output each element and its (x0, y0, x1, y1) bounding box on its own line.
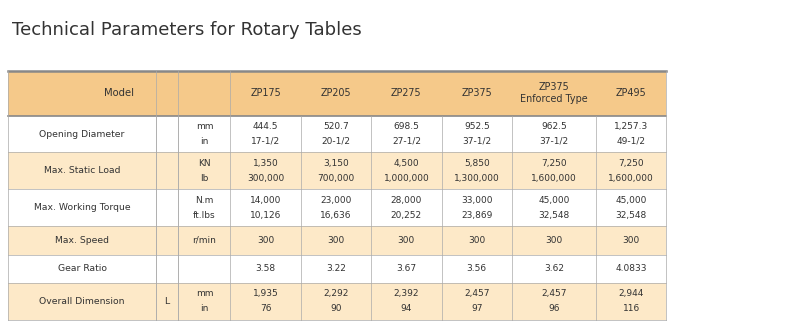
Text: 96: 96 (548, 304, 560, 313)
Text: 4,500: 4,500 (394, 159, 419, 168)
Text: Gear Ratio: Gear Ratio (58, 264, 106, 273)
Text: 27-1/2: 27-1/2 (392, 137, 421, 146)
Text: 300: 300 (546, 236, 562, 245)
Text: ft.lbs: ft.lbs (193, 211, 216, 220)
Text: Max. Static Load: Max. Static Load (44, 166, 120, 176)
Text: 37-1/2: 37-1/2 (462, 137, 491, 146)
Text: KN: KN (198, 159, 210, 168)
Text: 2,457: 2,457 (464, 289, 490, 299)
Text: 7,250: 7,250 (541, 159, 567, 168)
Text: mm: mm (196, 289, 213, 299)
Text: 1,300,000: 1,300,000 (454, 174, 500, 183)
Text: 45,000: 45,000 (615, 196, 647, 205)
Text: 20,252: 20,252 (391, 211, 422, 220)
Text: 2,292: 2,292 (323, 289, 349, 299)
Text: 90: 90 (330, 304, 342, 313)
Text: Model: Model (104, 88, 134, 98)
Text: N.m: N.m (195, 196, 214, 205)
Text: L: L (165, 297, 170, 306)
Text: 520.7: 520.7 (323, 122, 349, 131)
Text: 32,548: 32,548 (615, 211, 647, 220)
Bar (8, 320, 666, 321)
Text: 3,150: 3,150 (323, 159, 349, 168)
Text: 10,126: 10,126 (250, 211, 282, 220)
Text: 33,000: 33,000 (461, 196, 493, 205)
Text: Opening Diameter: Opening Diameter (39, 129, 125, 139)
Text: in: in (200, 304, 209, 313)
Text: ZP495: ZP495 (616, 88, 646, 98)
Text: 116: 116 (622, 304, 640, 313)
Text: 16,636: 16,636 (320, 211, 352, 220)
Text: Max. Working Torque: Max. Working Torque (34, 203, 130, 213)
Text: 700,000: 700,000 (318, 174, 354, 183)
Text: 2,392: 2,392 (394, 289, 419, 299)
Text: 5,850: 5,850 (464, 159, 490, 168)
Text: 1,600,000: 1,600,000 (531, 174, 577, 183)
Text: 300: 300 (622, 236, 640, 245)
Text: 37-1/2: 37-1/2 (539, 137, 569, 146)
Text: Overall Dimension: Overall Dimension (39, 297, 125, 306)
Text: r/min: r/min (193, 236, 216, 245)
Bar (8, 283, 666, 320)
Bar (8, 255, 666, 283)
Bar (8, 152, 666, 189)
Text: 3.22: 3.22 (326, 264, 346, 273)
Text: 4.0833: 4.0833 (615, 264, 647, 273)
Text: 2,944: 2,944 (618, 289, 644, 299)
Text: 45,000: 45,000 (538, 196, 570, 205)
Text: 32,548: 32,548 (538, 211, 570, 220)
Bar (8, 189, 666, 226)
Text: 1,257.3: 1,257.3 (614, 122, 648, 131)
Text: 698.5: 698.5 (394, 122, 419, 131)
Text: 7,250: 7,250 (618, 159, 644, 168)
Text: 300: 300 (468, 236, 486, 245)
Text: 300,000: 300,000 (247, 174, 284, 183)
Bar (8, 116, 666, 152)
Text: 1,000,000: 1,000,000 (383, 174, 430, 183)
Bar (8, 226, 666, 255)
Text: ZP375: ZP375 (462, 88, 492, 98)
Text: 17-1/2: 17-1/2 (251, 137, 280, 146)
Text: 20-1/2: 20-1/2 (322, 137, 350, 146)
Text: ZP375
Enforced Type: ZP375 Enforced Type (520, 82, 588, 104)
Text: 49-1/2: 49-1/2 (617, 137, 646, 146)
Text: 23,869: 23,869 (461, 211, 493, 220)
Text: in: in (200, 137, 209, 146)
Text: 300: 300 (327, 236, 345, 245)
Text: 2,457: 2,457 (542, 289, 566, 299)
Bar (8, 71, 666, 116)
Text: 952.5: 952.5 (464, 122, 490, 131)
Text: 14,000: 14,000 (250, 196, 282, 205)
Text: ZP175: ZP175 (250, 88, 281, 98)
Text: 1,935: 1,935 (253, 289, 278, 299)
Text: 300: 300 (257, 236, 274, 245)
Text: Max. Speed: Max. Speed (55, 236, 109, 245)
Text: 1,600,000: 1,600,000 (608, 174, 654, 183)
Text: 300: 300 (398, 236, 415, 245)
Text: 962.5: 962.5 (541, 122, 567, 131)
Text: 97: 97 (471, 304, 482, 313)
Text: 28,000: 28,000 (390, 196, 422, 205)
Text: 23,000: 23,000 (320, 196, 352, 205)
Text: 3.67: 3.67 (396, 264, 417, 273)
Text: 1,350: 1,350 (253, 159, 278, 168)
Text: Technical Parameters for Rotary Tables: Technical Parameters for Rotary Tables (12, 21, 362, 39)
Text: 76: 76 (260, 304, 271, 313)
Text: mm: mm (196, 122, 213, 131)
Text: 94: 94 (401, 304, 412, 313)
Text: lb: lb (200, 174, 209, 183)
Text: ZP205: ZP205 (321, 88, 351, 98)
Text: ZP275: ZP275 (391, 88, 422, 98)
Text: 3.56: 3.56 (466, 264, 487, 273)
Text: 3.58: 3.58 (255, 264, 276, 273)
Text: 444.5: 444.5 (253, 122, 278, 131)
Text: 3.62: 3.62 (544, 264, 564, 273)
